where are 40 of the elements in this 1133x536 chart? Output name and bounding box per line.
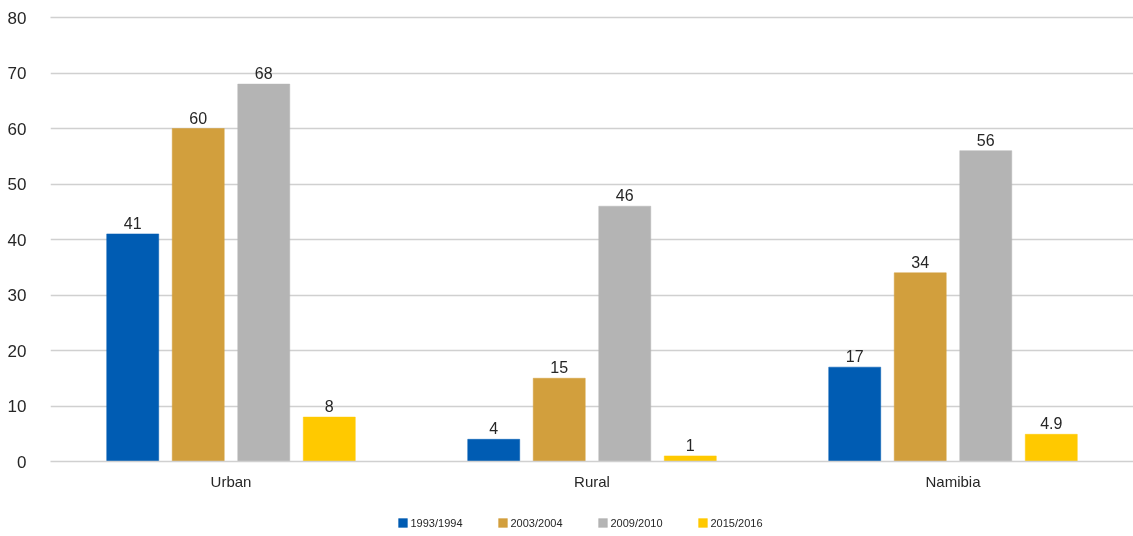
data-label: 68 — [254, 65, 273, 83]
y-tick-label: 40 — [7, 230, 27, 250]
bar — [828, 366, 881, 462]
y-tick-label: 0 — [17, 452, 27, 472]
bar — [303, 416, 356, 462]
bar — [533, 378, 586, 462]
x-tick-label: Rural — [574, 472, 610, 490]
y-tick-label: 30 — [7, 286, 27, 305]
y-tick-label: 80 — [7, 8, 27, 28]
data-label: 56 — [976, 131, 995, 149]
data-label: 4 — [489, 420, 499, 438]
data-label: 34 — [911, 253, 930, 271]
bar — [959, 150, 1012, 462]
bar — [172, 128, 225, 462]
x-tick-label: Namibia — [925, 472, 982, 490]
bar — [106, 233, 159, 462]
data-label: 4.9 — [1040, 415, 1063, 433]
legend-label: 1993/1994 — [410, 516, 463, 529]
y-tick-label: 50 — [7, 175, 27, 194]
bar — [237, 83, 290, 462]
y-tick-label: 10 — [7, 397, 27, 416]
y-tick-label: 60 — [7, 119, 27, 139]
data-label: 41 — [123, 214, 142, 232]
data-label: 8 — [324, 398, 334, 416]
data-label: 46 — [615, 187, 634, 205]
y-tick-label: 20 — [7, 341, 27, 361]
x-tick-label: Urban — [210, 472, 252, 490]
bar — [598, 205, 651, 462]
bar — [894, 272, 947, 462]
data-label: 17 — [845, 348, 864, 366]
data-label: 1 — [685, 436, 695, 454]
bar — [664, 455, 717, 462]
legend-label: 2003/2004 — [510, 516, 563, 529]
data-label: 60 — [189, 109, 208, 127]
bar — [467, 439, 520, 462]
data-label: 15 — [550, 359, 569, 377]
legend-label: 2009/2010 — [610, 516, 663, 529]
y-tick-label: 70 — [7, 64, 27, 83]
bar — [1025, 434, 1078, 462]
legend-label: 2015/2016 — [710, 516, 763, 529]
